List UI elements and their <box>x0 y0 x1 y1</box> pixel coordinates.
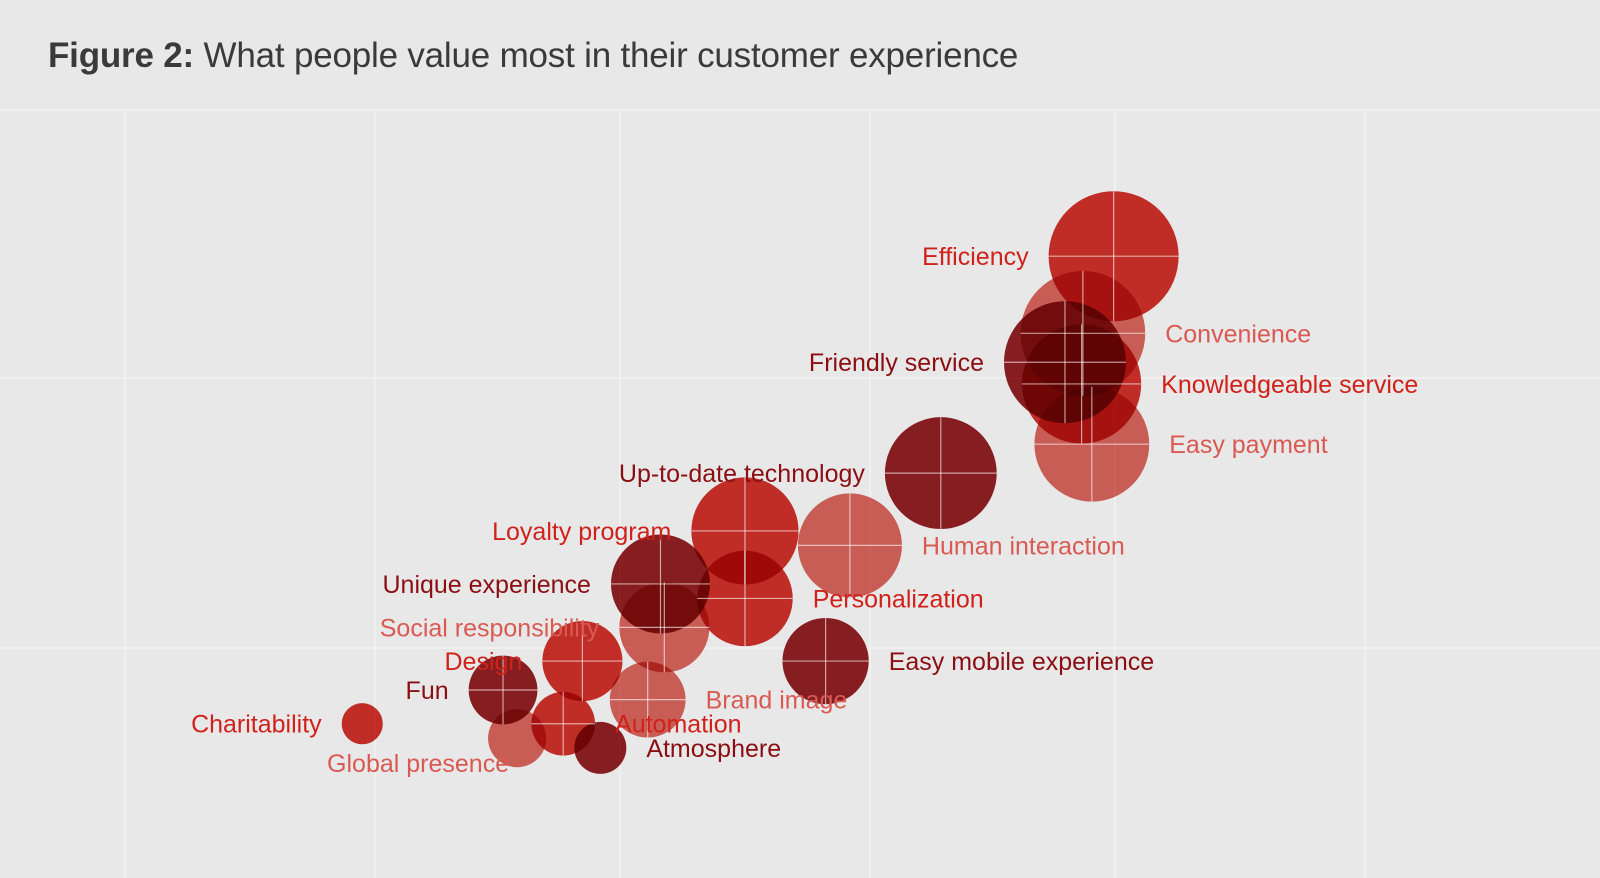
figure-number: Figure 2: <box>48 36 194 75</box>
label-knowledgeable-service: Knowledgeable service <box>1161 371 1418 399</box>
figure-title-text: What people value most in their customer… <box>203 36 1019 75</box>
label-social-responsibility: Social responsibility <box>380 614 600 642</box>
label-unique-experience: Unique experience <box>382 571 590 599</box>
label-human-interaction: Human interaction <box>922 532 1125 560</box>
label-global-presence: Global presence <box>327 750 509 778</box>
gridlines <box>0 109 1600 878</box>
figure-title: Figure 2: What people value most in thei… <box>48 36 1018 76</box>
label-fun: Fun <box>406 677 449 705</box>
bubble-atmosphere <box>574 721 627 774</box>
label-atmosphere: Atmosphere <box>646 735 781 763</box>
label-design: Design <box>445 648 523 676</box>
label-charitability: Charitability <box>191 711 322 739</box>
crosshairs <box>468 191 1179 756</box>
label-brand-image: Brand image <box>706 687 848 715</box>
bubble-charitability <box>341 703 383 745</box>
label-up-to-date-technology: Up-to-date technology <box>619 460 865 488</box>
label-efficiency: Efficiency <box>922 243 1029 271</box>
label-easy-mobile-experience: Easy mobile experience <box>889 648 1154 676</box>
label-automation: Automation <box>615 711 741 739</box>
label-friendly-service: Friendly service <box>809 349 984 377</box>
label-convenience: Convenience <box>1165 320 1311 348</box>
label-personalization: Personalization <box>813 585 984 613</box>
label-easy-payment: Easy payment <box>1169 431 1327 459</box>
label-loyalty-program: Loyalty program <box>492 518 671 546</box>
bubble-labels: Efficiency Convenience Friendly service Kno… <box>191 243 1418 778</box>
